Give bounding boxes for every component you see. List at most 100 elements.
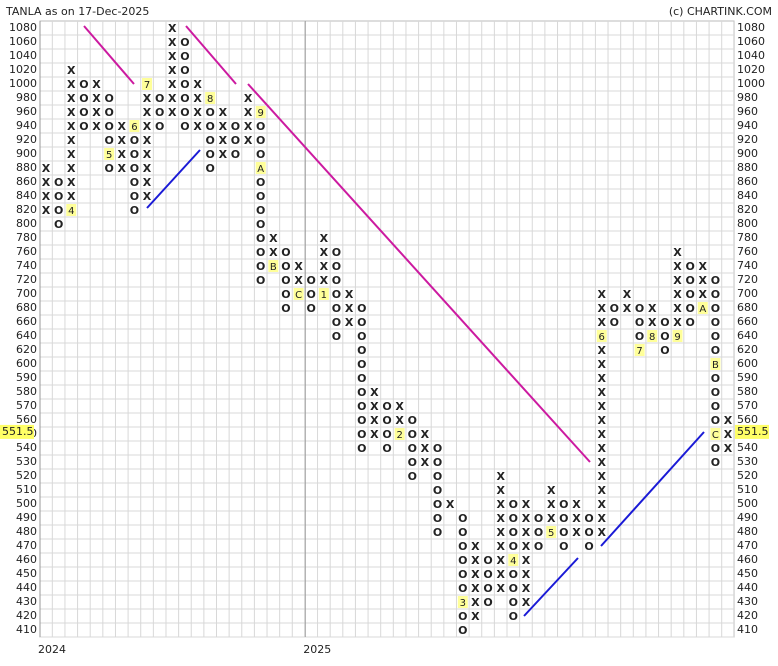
columns: XXXXOOOOXXXXXXXXXX4OOOOXXXXOOOO5OXXXX6OO… [42, 22, 733, 637]
x-box: X [168, 50, 177, 63]
o-box: O [382, 400, 391, 413]
o-box: O [584, 526, 593, 539]
x-box: X [496, 568, 505, 581]
y-tick-label: 480 [16, 525, 37, 538]
o-box: O [357, 400, 366, 413]
x-box: X [168, 36, 177, 49]
x-box: X [572, 498, 581, 511]
o-box: O [54, 176, 63, 189]
o-box: O [357, 386, 366, 399]
o-box: O [635, 302, 644, 315]
y-tick-label-right: 1060 [737, 35, 765, 48]
o-box: O [382, 414, 391, 427]
y-tick-label: 820 [16, 203, 37, 216]
y-tick-label-right: 860 [737, 175, 758, 188]
o-box: O [357, 330, 366, 343]
x-box: X [597, 526, 606, 539]
x-box: X [219, 134, 228, 147]
month-marker-bg [255, 162, 266, 174]
month-marker-bg [647, 330, 658, 342]
y-tick-label-right: 720 [737, 273, 758, 286]
x-box: X [699, 288, 708, 301]
y-tick-label-right: 780 [737, 231, 758, 244]
o-box: O [610, 302, 619, 315]
o-box: O [559, 512, 568, 525]
x-box: X [92, 78, 101, 91]
o-box: O [332, 330, 341, 343]
x-box: X [648, 316, 657, 329]
x-box: X [522, 526, 531, 539]
o-box: O [584, 512, 593, 525]
o-box: O [79, 92, 88, 105]
o-box: O [357, 414, 366, 427]
y-tick-label: 640 [16, 329, 37, 342]
o-box: O [660, 344, 669, 357]
o-box: O [408, 414, 417, 427]
o-box: O [458, 512, 467, 525]
x-box: X [673, 274, 682, 287]
x-box: X [597, 288, 606, 301]
o-box: O [458, 526, 467, 539]
o-box: O [231, 120, 240, 133]
x-box: X [118, 148, 127, 161]
x-box: X [219, 106, 228, 119]
x-box: X [522, 512, 531, 525]
y-tick-label: 570 [16, 399, 37, 412]
y-tick-label-right: 580 [737, 385, 758, 398]
x-box: X [724, 428, 733, 441]
x-box: X [623, 288, 632, 301]
o-box: O [534, 540, 543, 553]
o-box: O [104, 120, 113, 133]
o-box: O [509, 498, 518, 511]
o-box: O [206, 162, 215, 175]
x-box: X [168, 106, 177, 119]
x-box: X [193, 106, 202, 119]
o-box: O [357, 372, 366, 385]
o-box: O [256, 204, 265, 217]
x-box: X [269, 246, 278, 259]
month-marker: 6 [599, 332, 605, 343]
o-box: O [408, 428, 417, 441]
x-box: X [597, 386, 606, 399]
x-box: X [143, 134, 152, 147]
month-marker-bg [710, 428, 721, 440]
x-box: X [244, 92, 253, 105]
x-box: X [345, 316, 354, 329]
x-box: X [395, 414, 404, 427]
y-tick-label-right: 530 [737, 455, 758, 468]
y-tick-label-right: 520 [737, 469, 758, 482]
o-box: O [130, 204, 139, 217]
o-box: O [256, 232, 265, 245]
month-marker-bg [596, 330, 607, 342]
month-marker: 5 [548, 528, 554, 539]
month-marker-bg [268, 260, 279, 272]
month-marker: 4 [68, 206, 74, 217]
o-box: O [231, 134, 240, 147]
y-tick-label: 510 [16, 483, 37, 496]
month-marker: C [295, 290, 302, 301]
o-box: O [433, 498, 442, 511]
x-box: X [143, 106, 152, 119]
y-tick-label-right: 540 [737, 441, 758, 454]
x-box: X [522, 568, 531, 581]
o-box: O [332, 246, 341, 259]
x-box: X [496, 470, 505, 483]
o-box: O [534, 512, 543, 525]
o-box: O [54, 204, 63, 217]
y-tick-label-right: 410 [737, 623, 758, 636]
x-box: X [597, 428, 606, 441]
x-box: X [244, 106, 253, 119]
y-tick-label-right: 760 [737, 245, 758, 258]
o-box: O [256, 190, 265, 203]
x-box: X [320, 274, 329, 287]
y-tick-label: 1000 [9, 77, 37, 90]
x-box: X [597, 470, 606, 483]
o-box: O [256, 274, 265, 287]
o-box: O [256, 176, 265, 189]
y-tick-label: 680 [16, 301, 37, 314]
x-box: X [67, 120, 76, 133]
x-box: X [67, 162, 76, 175]
last-price-bg [0, 424, 34, 439]
x-box: X [699, 260, 708, 273]
o-box: O [357, 316, 366, 329]
